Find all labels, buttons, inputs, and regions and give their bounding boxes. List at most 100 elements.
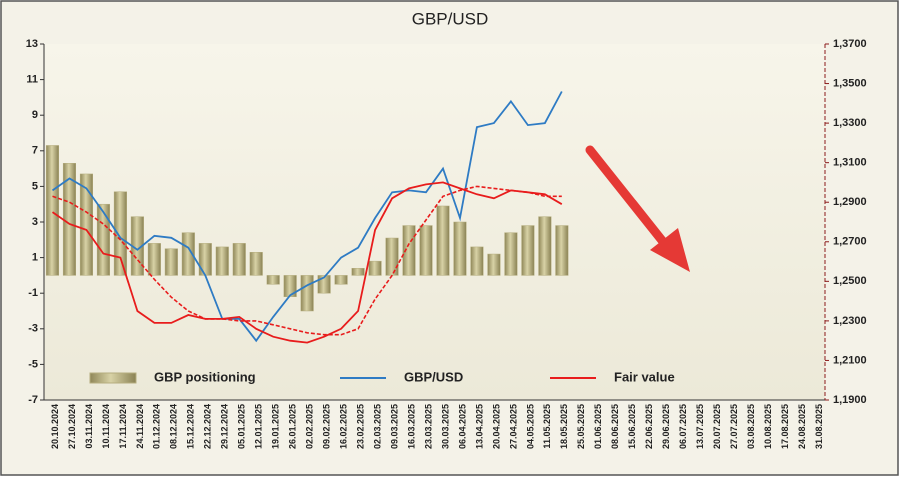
bar bbox=[453, 221, 467, 276]
chart-title: GBP/USD bbox=[412, 9, 489, 28]
bar bbox=[368, 260, 382, 276]
x-tick-label: 04.05.2025 bbox=[525, 404, 535, 449]
dashed-line bbox=[52, 185, 562, 336]
bar bbox=[198, 243, 212, 276]
bar bbox=[470, 246, 484, 276]
bar bbox=[113, 191, 127, 276]
x-tick-label: 08.06.2025 bbox=[610, 404, 620, 449]
x-tick-label: 15.12.2024 bbox=[186, 404, 196, 449]
bar bbox=[232, 243, 246, 276]
arrow-annotation bbox=[585, 145, 690, 272]
x-tick-label: 08.12.2024 bbox=[169, 404, 179, 449]
x-tick-label: 02.02.2025 bbox=[305, 404, 315, 449]
x-tick-label: 30.03.2025 bbox=[440, 404, 450, 449]
y-tick-label: -5 bbox=[28, 358, 38, 370]
bar bbox=[351, 268, 365, 276]
bar bbox=[96, 203, 110, 276]
x-tick-label: 02.03.2025 bbox=[372, 404, 382, 449]
x-tick-label: 19.01.2025 bbox=[271, 404, 281, 449]
y-tick-label: -7 bbox=[28, 394, 38, 406]
x-tick-label: 26.01.2025 bbox=[288, 404, 298, 449]
line bbox=[51, 91, 563, 343]
y2-tick-label: 1,2700 bbox=[833, 236, 867, 248]
y-tick-label: 3 bbox=[32, 216, 38, 228]
x-tick-label: 16.02.2025 bbox=[338, 404, 348, 449]
y-tick-label: 5 bbox=[32, 180, 38, 192]
bar bbox=[147, 243, 161, 276]
y-tick-label: 1 bbox=[32, 252, 38, 264]
x-tick-label: 29.06.2025 bbox=[661, 404, 671, 449]
legend-swatch bbox=[89, 372, 137, 384]
bar bbox=[79, 173, 93, 276]
bar bbox=[402, 225, 416, 276]
bar bbox=[385, 237, 399, 276]
x-tick-label: 06.07.2025 bbox=[678, 404, 688, 449]
x-tick-label: 24.11.2024 bbox=[135, 404, 145, 449]
x-tick-label: 20.10.2024 bbox=[50, 404, 60, 449]
x-tick-label: 01.12.2024 bbox=[152, 404, 162, 449]
bar bbox=[504, 232, 518, 276]
legend-label: GBP positioning bbox=[154, 369, 256, 384]
bar bbox=[436, 205, 450, 276]
x-tick-label: 03.11.2024 bbox=[84, 404, 94, 449]
bar bbox=[521, 225, 535, 276]
legend-label: GBP/USD bbox=[404, 369, 463, 384]
x-tick-label: 10.08.2025 bbox=[763, 404, 773, 449]
x-tick-label: 17.08.2025 bbox=[780, 404, 790, 449]
y2-tick-label: 1,3500 bbox=[833, 77, 867, 89]
bar bbox=[283, 275, 297, 298]
x-tick-label: 20.07.2025 bbox=[712, 404, 722, 449]
y-tick-label: 13 bbox=[26, 38, 38, 50]
bar bbox=[317, 275, 331, 294]
bar bbox=[45, 145, 60, 276]
legend-label: Fair value bbox=[614, 369, 675, 384]
bar bbox=[487, 253, 501, 276]
x-tick-label: 11.05.2025 bbox=[542, 404, 552, 449]
bar bbox=[215, 246, 229, 276]
y2-tick-label: 1,2100 bbox=[833, 354, 867, 366]
x-tick-label: 23.03.2025 bbox=[423, 404, 433, 449]
x-tick-label: 22.06.2025 bbox=[644, 404, 654, 449]
y2-tick-label: 1,3100 bbox=[833, 157, 867, 169]
x-tick-label: 23.02.2025 bbox=[355, 404, 365, 449]
x-tick-label: 24.08.2025 bbox=[797, 404, 807, 449]
x-tick-label: 10.11.2024 bbox=[101, 404, 111, 449]
bar bbox=[249, 252, 263, 276]
line bbox=[51, 181, 563, 344]
y2-tick-label: 1,3300 bbox=[833, 117, 867, 129]
x-tick-label: 15.06.2025 bbox=[627, 404, 637, 449]
x-tick-label: 01.06.2025 bbox=[593, 404, 603, 449]
y2-tick-label: 1,2300 bbox=[833, 315, 867, 327]
x-tick-label: 05.01.2025 bbox=[237, 404, 247, 449]
bar bbox=[181, 232, 195, 276]
x-tick-label: 27.07.2025 bbox=[729, 404, 739, 449]
bar bbox=[538, 216, 552, 276]
y2-tick-label: 1,2500 bbox=[833, 275, 867, 287]
y-tick-label: 11 bbox=[26, 74, 38, 86]
y2-tick-label: 1,3700 bbox=[833, 38, 867, 50]
x-tick-label: 16.03.2025 bbox=[406, 404, 416, 449]
bar bbox=[555, 225, 569, 276]
y-tick-label: 9 bbox=[32, 109, 38, 121]
x-tick-label: 13.07.2025 bbox=[695, 404, 705, 449]
x-tick-label: 06.04.2025 bbox=[457, 404, 467, 449]
x-tick-label: 31.08.2025 bbox=[814, 404, 824, 449]
y-tick-label: -1 bbox=[28, 287, 38, 299]
x-tick-label: 17.11.2024 bbox=[118, 404, 128, 449]
x-tick-label: 27.10.2024 bbox=[67, 404, 77, 449]
y-tick-label: -3 bbox=[28, 323, 38, 335]
x-tick-label: 27.04.2025 bbox=[508, 404, 518, 449]
plot-area bbox=[44, 44, 825, 400]
x-tick-label: 13.04.2025 bbox=[474, 404, 484, 449]
x-tick-label: 22.12.2024 bbox=[203, 404, 213, 449]
x-tick-label: 09.02.2025 bbox=[322, 404, 332, 449]
bar bbox=[164, 248, 178, 276]
bar bbox=[334, 275, 348, 285]
bar bbox=[266, 275, 280, 285]
bar bbox=[300, 275, 314, 312]
x-tick-label: 20.04.2025 bbox=[491, 404, 501, 449]
x-tick-label: 18.05.2025 bbox=[559, 404, 569, 449]
x-tick-label: 09.03.2025 bbox=[389, 404, 399, 449]
x-tick-label: 03.08.2025 bbox=[746, 404, 756, 449]
